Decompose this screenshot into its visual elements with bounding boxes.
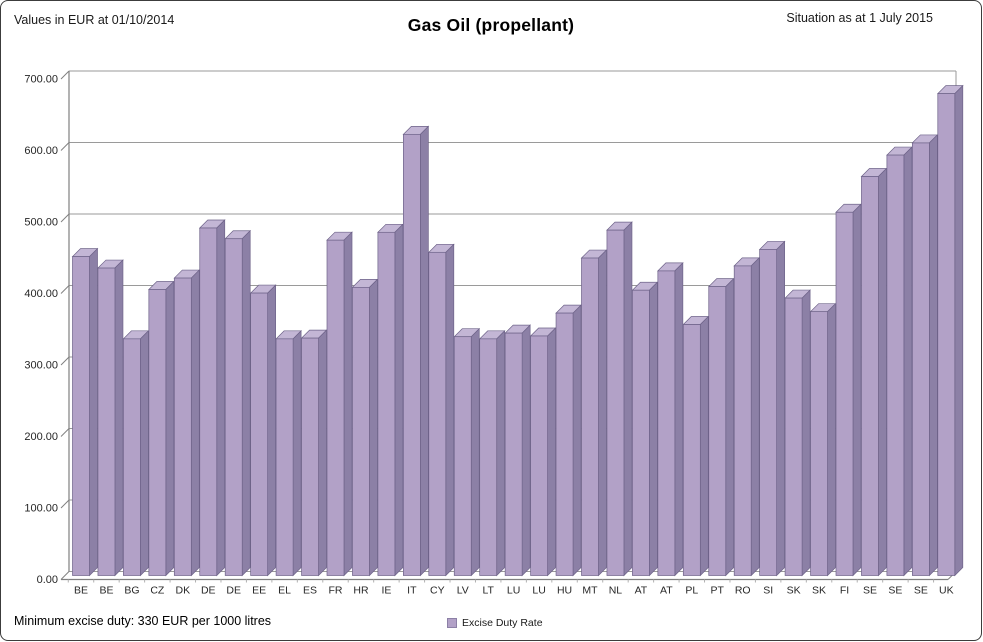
chart-title: Gas Oil (propellant) xyxy=(407,15,575,35)
bar-RO xyxy=(733,257,761,577)
bar-LU xyxy=(504,324,531,577)
x-category-label: AT xyxy=(660,585,673,597)
bar-MT xyxy=(580,249,608,577)
x-category-label: DE xyxy=(226,585,241,597)
x-category-label: LU xyxy=(532,585,545,597)
x-category-label: BE xyxy=(74,585,88,597)
bar-SE xyxy=(886,146,913,577)
x-category-label: FI xyxy=(840,585,849,597)
y-tick-label: 500.00 xyxy=(24,217,58,229)
y-tick xyxy=(60,428,70,437)
bar-HU xyxy=(555,304,582,577)
minimum-duty-note: Minimum excise duty: 330 EUR per 1000 li… xyxy=(14,614,272,628)
x-category-label: BE xyxy=(99,585,113,597)
x-category-label: HR xyxy=(353,585,369,597)
x-category-label: PL xyxy=(685,585,698,597)
bar-FR xyxy=(326,231,353,577)
x-category-label: DE xyxy=(201,585,216,597)
x-category-label: EL xyxy=(278,585,291,597)
bar-IE xyxy=(377,223,404,577)
y-tick-label: 700.00 xyxy=(24,74,58,86)
x-category-label: LU xyxy=(507,585,520,597)
x-category-label: IT xyxy=(407,585,417,597)
x-category-label: PT xyxy=(711,585,725,597)
values-note: Values in EUR at 01/10/2014 xyxy=(14,13,175,27)
bar-BE xyxy=(97,259,124,577)
x-category-label: AT xyxy=(635,585,648,597)
y-tick-label: 200.00 xyxy=(24,431,58,443)
bar-CY xyxy=(427,243,455,577)
x-category-label: SI xyxy=(763,585,773,597)
y-tick xyxy=(60,70,70,80)
x-category-label: SK xyxy=(787,585,801,597)
y-tick-label: 400.00 xyxy=(24,288,58,300)
bar-BG xyxy=(122,329,150,577)
bar-BE xyxy=(71,247,99,577)
bar-DE xyxy=(224,229,252,577)
y-tick xyxy=(60,356,70,366)
bar-SI xyxy=(758,240,786,577)
bar-EE xyxy=(249,284,277,577)
y-tick xyxy=(60,499,70,509)
x-category-label: SK xyxy=(812,585,826,597)
bar-AT xyxy=(657,262,684,577)
bar-SK xyxy=(784,289,811,577)
y-tick-label: 100.00 xyxy=(24,503,58,515)
bar-EL xyxy=(275,329,302,577)
bar-NL xyxy=(606,221,633,577)
x-category-label: EE xyxy=(252,585,266,597)
bar-AT xyxy=(631,281,659,577)
bar-ES xyxy=(300,329,328,577)
x-category-label: LT xyxy=(482,585,494,597)
bar-LT xyxy=(478,329,506,577)
legend-marker-icon xyxy=(447,618,457,628)
x-category-label: SE xyxy=(888,585,902,597)
x-category-label: SE xyxy=(914,585,928,597)
x-category-label: HU xyxy=(557,585,572,597)
bar-PL xyxy=(682,315,710,577)
y-tick-label: 0.00 xyxy=(37,574,58,586)
x-category-label: ES xyxy=(303,585,317,597)
bar-FI xyxy=(835,203,862,577)
x-category-label: FR xyxy=(329,585,343,597)
bar-IT xyxy=(402,125,430,577)
y-tick xyxy=(60,285,70,294)
x-category-label: BG xyxy=(124,585,139,597)
bar-PT xyxy=(707,277,735,577)
bar-HR xyxy=(351,278,379,577)
bar-SE xyxy=(860,167,888,577)
x-category-label: NL xyxy=(609,585,623,597)
x-category-label: UK xyxy=(939,585,954,597)
x-category-label: MT xyxy=(582,585,598,597)
y-tick xyxy=(60,571,70,580)
x-category-label: CZ xyxy=(150,585,165,597)
bar-DE xyxy=(198,219,226,577)
x-category-label: LV xyxy=(457,585,469,597)
y-tick xyxy=(60,142,70,151)
x-category-label: IE xyxy=(381,585,391,597)
legend: Excise Duty Rate xyxy=(447,617,543,629)
situation-note: Situation as at 1 July 2015 xyxy=(786,11,933,25)
x-category-label: DK xyxy=(176,585,191,597)
bar-CZ xyxy=(148,280,175,577)
bar-UK xyxy=(936,84,964,577)
bar-DK xyxy=(173,269,201,577)
bar-SE xyxy=(911,134,939,577)
legend-label: Excise Duty Rate xyxy=(462,617,543,629)
y-tick-label: 600.00 xyxy=(24,145,58,157)
x-category-label: RO xyxy=(735,585,751,597)
y-tick xyxy=(60,213,70,223)
bar-SK xyxy=(809,302,837,577)
bar-LU xyxy=(529,327,557,577)
y-tick-label: 300.00 xyxy=(24,360,58,372)
x-category-label: CY xyxy=(430,585,445,597)
bar-LV xyxy=(453,327,481,577)
x-category-label: SE xyxy=(863,585,877,597)
